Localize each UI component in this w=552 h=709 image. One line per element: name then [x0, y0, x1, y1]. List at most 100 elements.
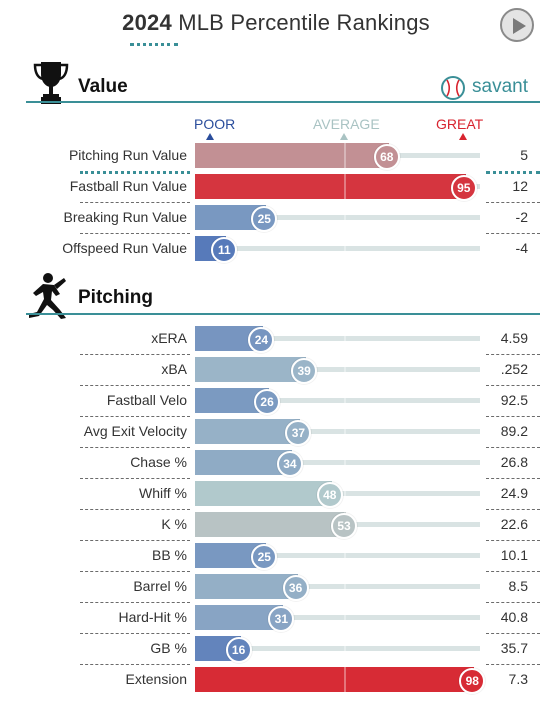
- row-separator: [486, 233, 540, 234]
- metric-value: .252: [500, 361, 528, 377]
- average-marker-line: [344, 143, 346, 168]
- row-separator: [486, 447, 540, 448]
- play-button[interactable]: [500, 8, 534, 42]
- metric-row[interactable]: Whiff % 48 24.9: [0, 479, 552, 510]
- row-separator: [486, 171, 540, 174]
- metric-label: Fastball Velo: [106, 392, 187, 408]
- baseball-icon: [441, 76, 465, 100]
- metric-row[interactable]: GB % 16 35.7: [0, 634, 552, 665]
- metric-label: Pitching Run Value: [68, 147, 187, 163]
- metric-row[interactable]: K % 53 22.6: [0, 510, 552, 541]
- metric-row[interactable]: Extension 98 7.3: [0, 665, 552, 696]
- metric-value: 40.8: [500, 609, 528, 625]
- row-separator: [80, 478, 190, 479]
- average-marker-line: [344, 481, 346, 506]
- pitcher-icon: [29, 273, 66, 319]
- metric-label: Barrel %: [133, 578, 187, 594]
- metric-value: 35.7: [500, 640, 528, 656]
- row-separator: [486, 664, 540, 665]
- metric-row[interactable]: Avg Exit Velocity 37 89.2: [0, 417, 552, 448]
- average-marker-line: [344, 388, 346, 413]
- metric-value: 24.9: [500, 485, 528, 501]
- row-separator: [486, 540, 540, 541]
- row-separator: [486, 633, 540, 634]
- title-year: 2024: [122, 10, 172, 35]
- metric-row[interactable]: Hard-Hit % 31 40.8: [0, 603, 552, 634]
- percentile-bar: [195, 419, 301, 444]
- percentile-bubble[interactable]: 95: [450, 175, 477, 201]
- metric-value: 10.1: [500, 547, 528, 563]
- row-separator: [80, 447, 190, 448]
- metric-label: GB %: [150, 640, 187, 656]
- metric-label: K %: [161, 516, 187, 532]
- title-underline: [130, 43, 178, 46]
- metric-row[interactable]: Pitching Run Value 68 5: [0, 141, 552, 172]
- metric-row[interactable]: Offspeed Run Value 11 -4: [0, 234, 552, 265]
- pitching-section-divider: [26, 313, 540, 315]
- percentile-bubble[interactable]: 11: [211, 237, 238, 263]
- average-marker-line: [344, 636, 346, 661]
- row-separator: [80, 633, 190, 634]
- row-separator: [80, 354, 190, 355]
- row-separator: [486, 571, 540, 572]
- percentile-bubble[interactable]: 48: [316, 482, 343, 508]
- page-title: 2024 MLB Percentile Rankings: [0, 10, 552, 36]
- percentile-track: [195, 646, 480, 651]
- average-marker-line: [344, 205, 346, 230]
- metric-row[interactable]: xERA 24 4.59: [0, 324, 552, 355]
- percentile-bar: [195, 143, 389, 168]
- metric-row[interactable]: xBA 39 .252: [0, 355, 552, 386]
- percentile-bubble[interactable]: 24: [248, 327, 275, 353]
- row-separator: [486, 602, 540, 603]
- metric-row[interactable]: Barrel % 36 8.5: [0, 572, 552, 603]
- row-separator: [80, 664, 190, 665]
- percentile-bubble[interactable]: 34: [276, 451, 303, 477]
- scale-great-marker: [459, 133, 467, 140]
- value-section-divider: [26, 101, 540, 103]
- percentile-bubble[interactable]: 36: [282, 575, 309, 601]
- value-section-title: Value: [78, 76, 128, 97]
- row-separator: [80, 202, 190, 203]
- percentile-track: [195, 615, 480, 620]
- metric-label: BB %: [151, 547, 187, 563]
- metric-row[interactable]: Breaking Run Value 25 -2: [0, 203, 552, 234]
- percentile-bubble[interactable]: 31: [268, 606, 295, 632]
- scale-poor-label: POOR: [194, 116, 236, 132]
- percentile-bubble[interactable]: 39: [291, 358, 318, 384]
- average-marker-line: [344, 419, 346, 444]
- pitching-section-title: Pitching: [78, 287, 153, 308]
- metric-row[interactable]: Fastball Run Value 95 12: [0, 172, 552, 203]
- row-separator: [80, 233, 190, 234]
- percentile-track: [195, 336, 480, 341]
- scale-great-label: GREAT: [436, 116, 484, 132]
- percentile-bubble[interactable]: 37: [285, 420, 312, 446]
- percentile-track: [195, 246, 480, 251]
- title-text: MLB Percentile Rankings: [171, 10, 430, 35]
- average-marker-line: [344, 450, 346, 475]
- percentile-bubble[interactable]: 68: [373, 144, 400, 170]
- percentile-bar: [195, 481, 332, 506]
- percentile-track: [195, 367, 480, 372]
- average-marker-line: [344, 357, 346, 382]
- average-marker-line: [344, 543, 346, 568]
- average-marker-line: [344, 326, 346, 351]
- percentile-bubble[interactable]: 25: [251, 544, 278, 570]
- percentile-bubble[interactable]: 16: [225, 637, 252, 663]
- scale-average-label: AVERAGE: [313, 116, 380, 132]
- percentile-bubble[interactable]: 25: [251, 206, 278, 232]
- percentile-bar: [195, 357, 307, 382]
- metric-label: Hard-Hit %: [118, 609, 187, 625]
- percentile-bubble[interactable]: 26: [254, 389, 281, 415]
- percentile-track: [195, 398, 480, 403]
- percentile-track: [195, 584, 480, 589]
- metric-row[interactable]: Chase % 34 26.8: [0, 448, 552, 479]
- percentile-track: [195, 215, 480, 220]
- percentile-bubble[interactable]: 98: [459, 668, 486, 694]
- row-separator: [486, 478, 540, 479]
- metric-label: xERA: [151, 330, 187, 346]
- metric-label: xBA: [161, 361, 187, 377]
- metric-row[interactable]: BB % 25 10.1: [0, 541, 552, 572]
- metric-row[interactable]: Fastball Velo 26 92.5: [0, 386, 552, 417]
- savant-logo-text: savant: [472, 76, 528, 97]
- percentile-bubble[interactable]: 53: [331, 513, 358, 539]
